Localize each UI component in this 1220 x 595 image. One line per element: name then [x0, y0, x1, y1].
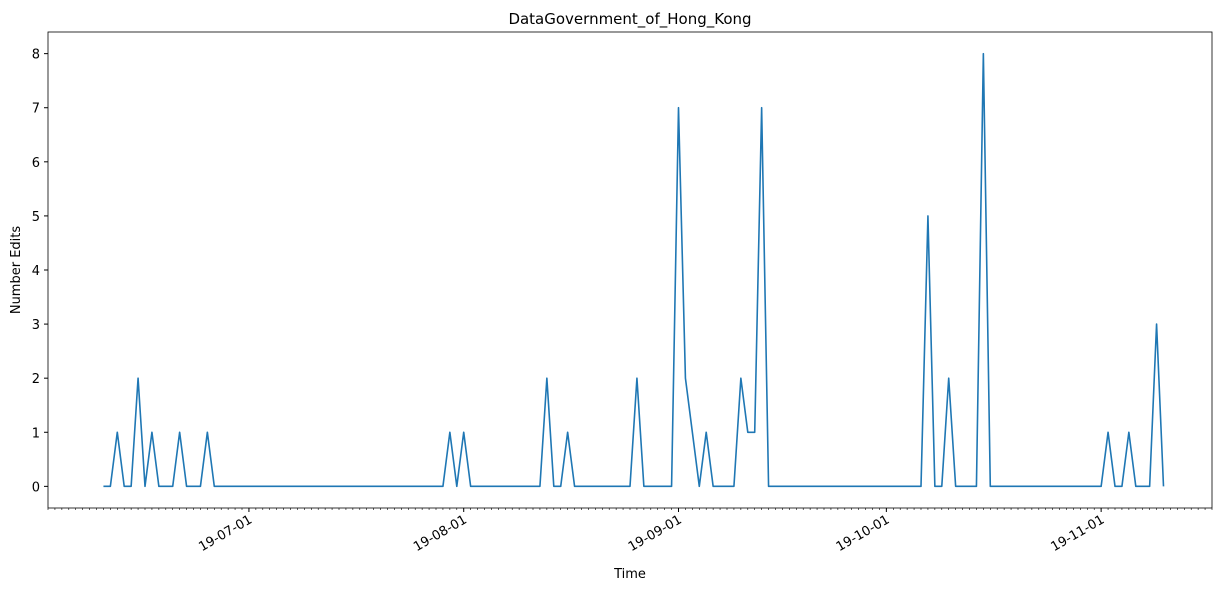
y-tick-label: 2 — [32, 372, 40, 387]
y-tick-label: 0 — [32, 480, 40, 495]
y-tick-label: 6 — [32, 156, 40, 171]
y-axis-label: Number Edits — [9, 226, 24, 315]
line — [103, 52, 1165, 488]
y-tick-label: 5 — [32, 210, 40, 225]
y-tick-label: 1 — [32, 426, 40, 441]
y-tick-label: 4 — [32, 264, 40, 279]
y-tick-label: 3 — [32, 318, 40, 333]
plot-frame — [47, 31, 1213, 509]
chart-title: DataGovernment_of_Hong_Kong — [508, 10, 751, 29]
x-axis-label: Time — [613, 567, 646, 582]
y-tick-label: 7 — [32, 102, 40, 117]
y-tick-label: 8 — [32, 48, 40, 63]
